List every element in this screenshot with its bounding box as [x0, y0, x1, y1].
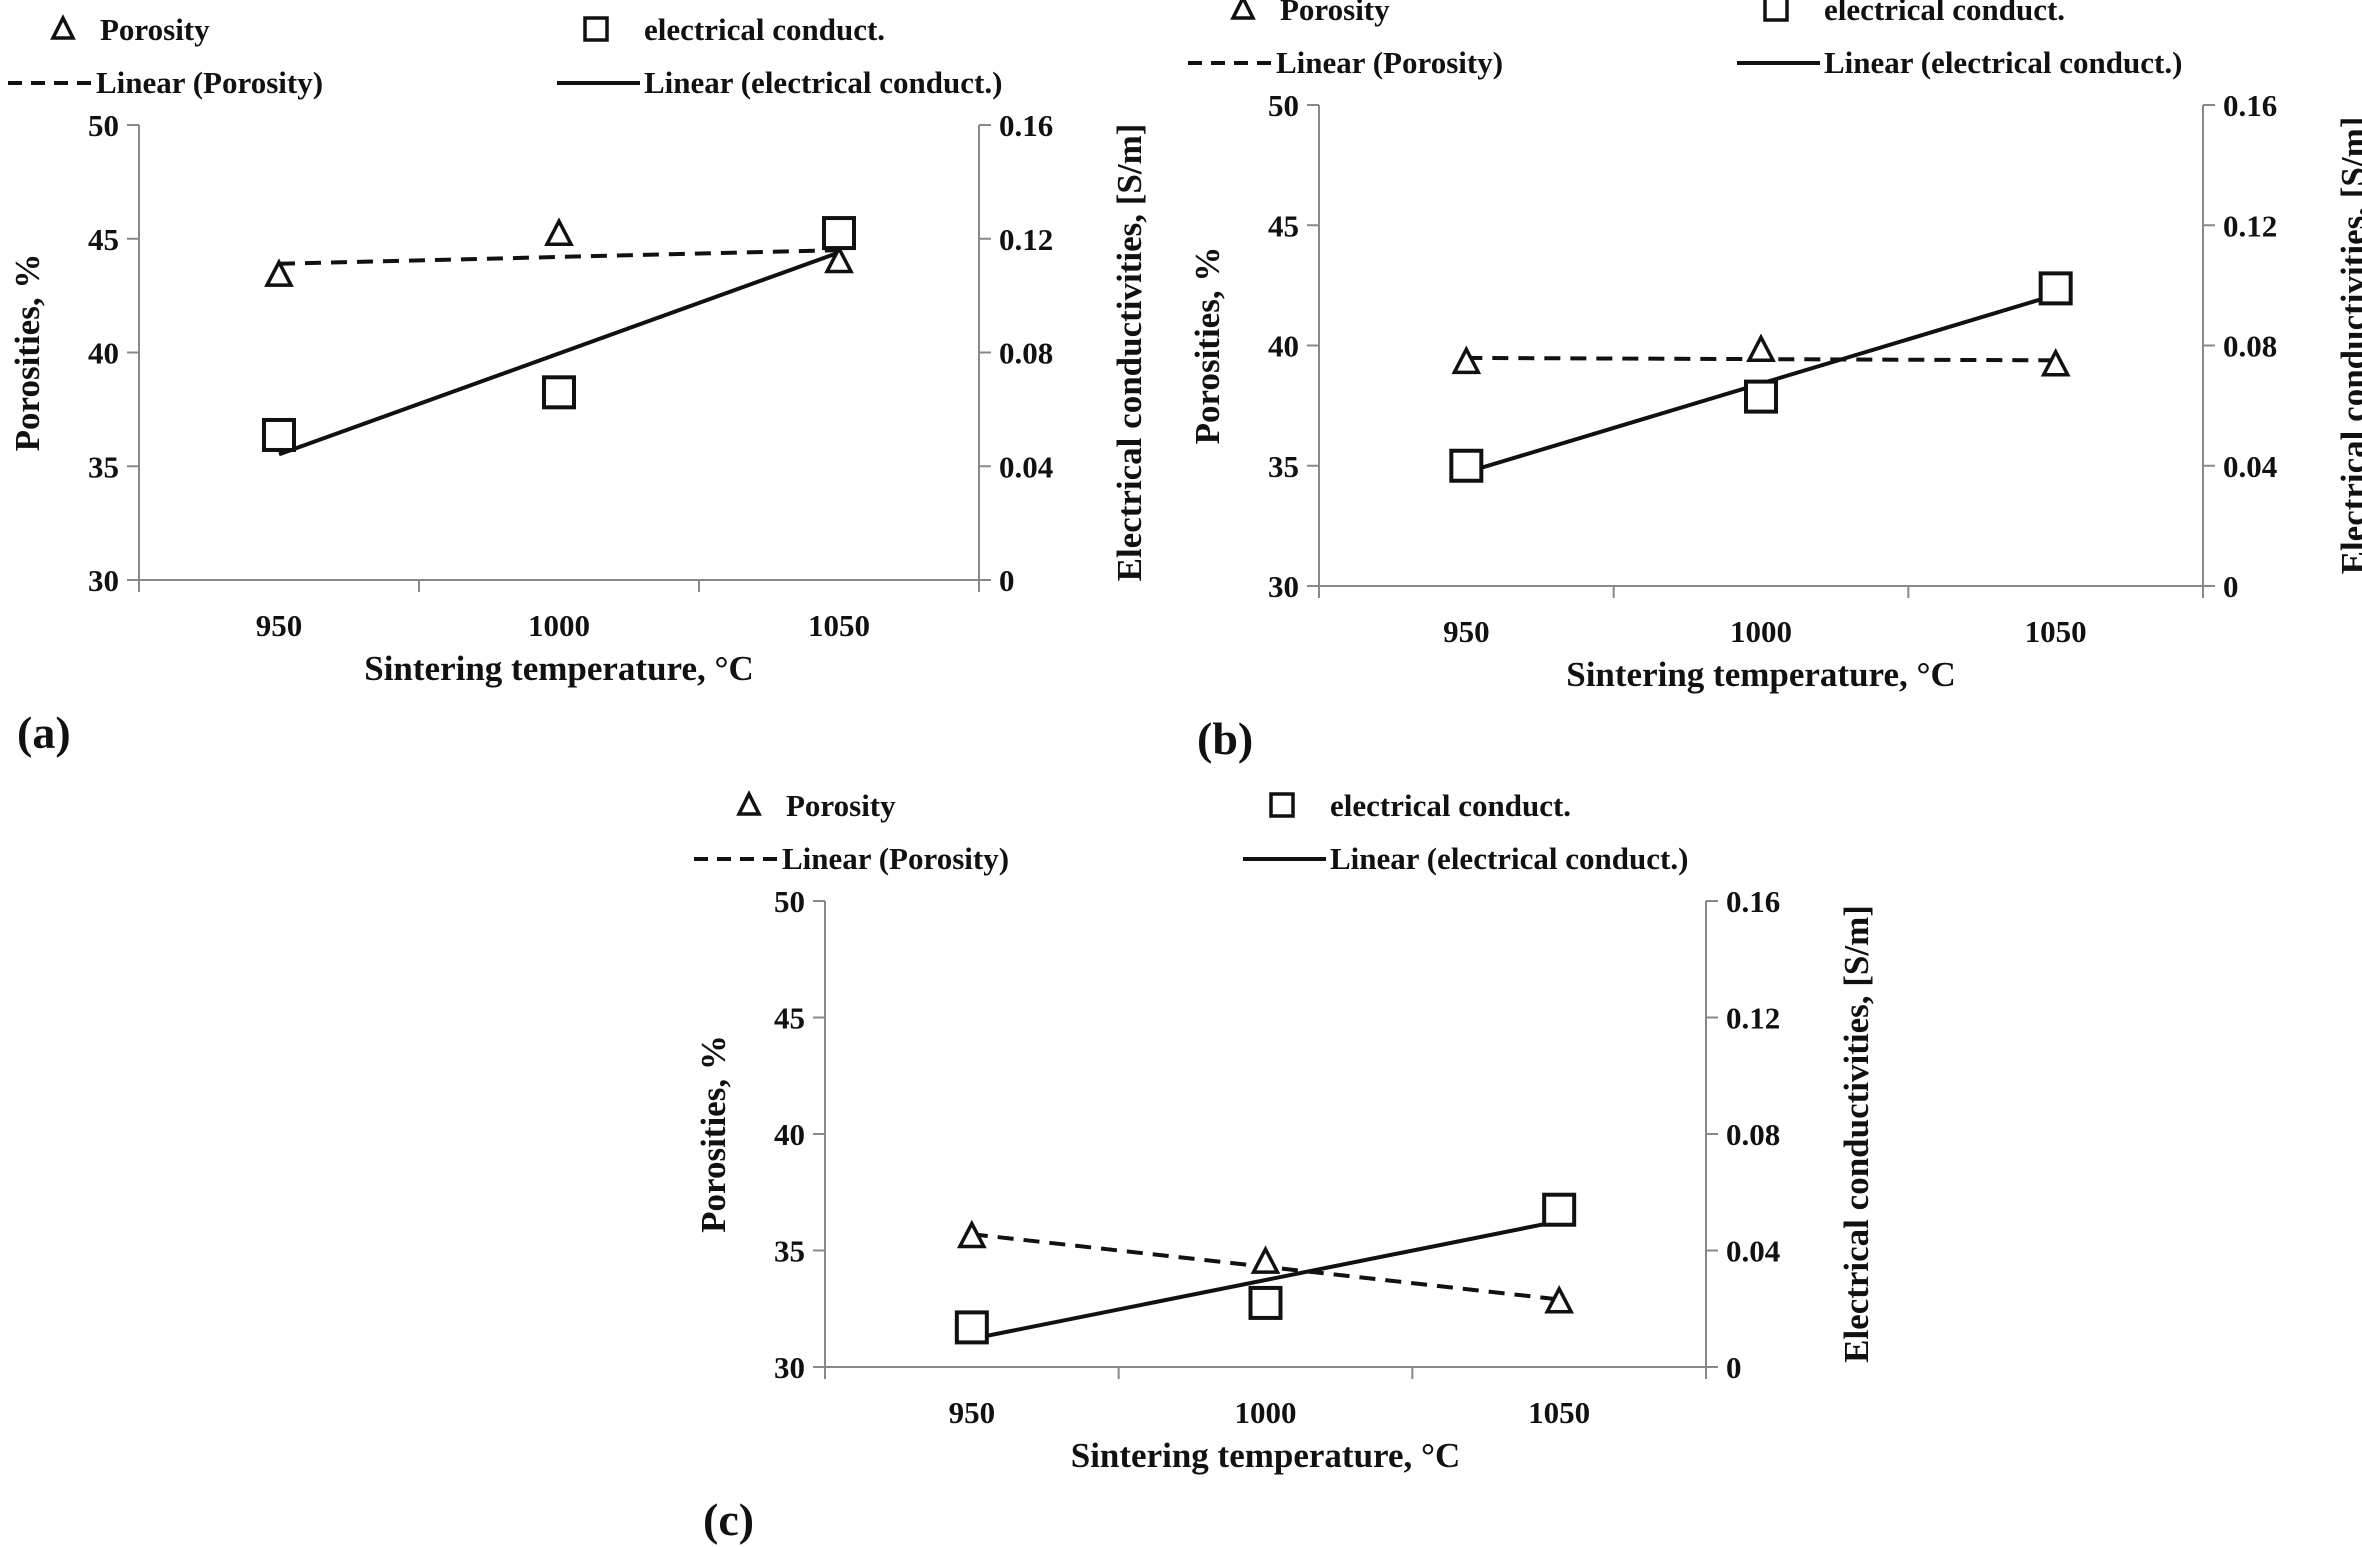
- porosity-point: [1451, 345, 1482, 375]
- y-tick-label: 45: [88, 222, 119, 257]
- panel-label: (c): [703, 1494, 754, 1545]
- y2-axis-label: Electrical conductivities, [S/m]: [1110, 124, 1149, 582]
- y-tick-label: 45: [1268, 208, 1299, 243]
- y-tick-label: 30: [1268, 569, 1299, 604]
- y2-axis-label: Electrical conductivities, [S/m]: [1837, 905, 1876, 1363]
- trendline-porosity: [278, 248, 840, 266]
- x-tick-label: 950: [1443, 614, 1490, 649]
- legend-triangle-icon: [1230, 0, 1256, 20]
- conductivity-point: [542, 375, 576, 410]
- y-tick-label: 35: [1268, 449, 1299, 484]
- x-tick-label: 1050: [2025, 614, 2087, 649]
- conductivity-point: [1744, 379, 1778, 414]
- y-tick-label: 30: [88, 563, 119, 598]
- legend-linear-conductivity: Linear (electrical conduct.): [1330, 841, 1688, 876]
- y-tick-label: 40: [1268, 329, 1299, 364]
- y-tick-label: 30: [774, 1350, 805, 1385]
- y2-tick-label: 0: [999, 563, 1015, 598]
- x-tick-label: 950: [949, 1395, 996, 1430]
- x-tick-label: 950: [256, 608, 303, 643]
- y2-tick-label: 0.16: [2223, 88, 2277, 123]
- conductivity-point: [1542, 1192, 1577, 1227]
- legend-porosity: Porosity: [786, 788, 896, 823]
- legend-triangle-icon: [736, 790, 762, 816]
- y2-axis-label: Electrical conductivities, [S/m]: [2334, 117, 2362, 575]
- y2-tick-label: 0.04: [1726, 1234, 1780, 1269]
- x-tick-label: 1050: [808, 608, 870, 643]
- legend-square-icon: [583, 16, 609, 42]
- porosity-point: [956, 1219, 987, 1249]
- legend-square-icon: [1763, 0, 1789, 22]
- y-tick-label: 50: [88, 108, 119, 143]
- y2-tick-label: 0.16: [1726, 884, 1780, 919]
- conductivity-point: [954, 1310, 989, 1345]
- conductivity-point: [1449, 448, 1484, 483]
- y2-tick-label: 0: [2223, 569, 2239, 604]
- y-tick-label: 35: [88, 449, 119, 484]
- y2-tick-label: 0.08: [1726, 1117, 1780, 1152]
- legend-linear-porosity: Linear (Porosity): [96, 65, 323, 100]
- x-tick-label: 1000: [528, 608, 590, 643]
- porosity-point: [544, 217, 574, 246]
- legend-linear-conductivity: Linear (electrical conduct.): [644, 65, 1002, 100]
- conductivity-point: [2038, 271, 2073, 306]
- conductivity-point: [262, 417, 296, 452]
- trendline-conductivity: [278, 250, 840, 457]
- y-tick-label: 45: [774, 1001, 805, 1036]
- trendline-conductivity: [971, 1219, 1560, 1341]
- porosity-point: [264, 258, 294, 287]
- y-tick-label: 40: [88, 336, 119, 371]
- y2-tick-label: 0.08: [999, 336, 1053, 371]
- porosity-point: [1250, 1245, 1281, 1274]
- legend-linear-porosity: Linear (Porosity): [1276, 45, 1503, 80]
- y2-tick-label: 0.04: [2223, 449, 2277, 484]
- conductivity-point: [1248, 1285, 1283, 1320]
- porosity-point: [1746, 333, 1776, 363]
- legend-conductivity: electrical conduct.: [1824, 0, 2065, 27]
- conductivity-point: [822, 216, 856, 251]
- legend-porosity: Porosity: [1280, 0, 1390, 27]
- y-tick-label: 50: [774, 884, 805, 919]
- porosity-point: [824, 244, 854, 274]
- x-axis-label: Sintering temperature, °C: [1566, 655, 1956, 694]
- y-tick-label: 50: [1268, 88, 1299, 123]
- porosity-point: [2040, 347, 2071, 377]
- x-tick-label: 1000: [1730, 614, 1792, 649]
- x-tick-label: 1050: [1528, 1395, 1590, 1430]
- y-axis-label: Porosities, %: [8, 254, 47, 452]
- x-tick-label: 1000: [1235, 1395, 1297, 1430]
- y2-tick-label: 0.12: [1726, 1001, 1780, 1036]
- y2-tick-label: 0.12: [999, 222, 1053, 257]
- legend-conductivity: electrical conduct.: [644, 12, 885, 47]
- y-tick-label: 40: [774, 1117, 805, 1152]
- y2-tick-label: 0.04: [999, 449, 1053, 484]
- chart-panel-0: 30 35 40 45 50 0 0.04 0.08 0.12 0.16 950 1000 1050 Si…: [8, 12, 1149, 758]
- y-tick-label: 35: [774, 1234, 805, 1269]
- chart-panel-1: 30 35 40 45 50 0 0.04 0.08 0.12 0.16 950 1000 1050 Si…: [1188, 0, 2362, 764]
- porosity-point: [1544, 1284, 1575, 1314]
- legend-square-icon: [1269, 792, 1295, 818]
- y2-tick-label: 0.16: [999, 108, 1053, 143]
- legend-linear-porosity: Linear (Porosity): [782, 841, 1009, 876]
- legend-triangle-icon: [50, 14, 76, 40]
- y-axis-label: Porosities, %: [694, 1035, 733, 1233]
- panel-label: (a): [17, 707, 71, 758]
- y-axis-label: Porosities, %: [1188, 247, 1227, 445]
- panel-label: (b): [1197, 713, 1253, 764]
- legend-conductivity: electrical conduct.: [1330, 788, 1571, 823]
- legend-linear-conductivity: Linear (electrical conduct.): [1824, 45, 2182, 80]
- legend-porosity: Porosity: [100, 12, 210, 47]
- y2-tick-label: 0: [1726, 1350, 1742, 1385]
- x-axis-label: Sintering temperature, °C: [364, 649, 754, 688]
- y2-tick-label: 0.12: [2223, 208, 2277, 243]
- chart-panel-2: 30 35 40 45 50 0 0.04 0.08 0.12 0.16 950 1000 1050 Si…: [694, 788, 1876, 1545]
- x-axis-label: Sintering temperature, °C: [1071, 1436, 1461, 1475]
- y2-tick-label: 0.08: [2223, 329, 2277, 364]
